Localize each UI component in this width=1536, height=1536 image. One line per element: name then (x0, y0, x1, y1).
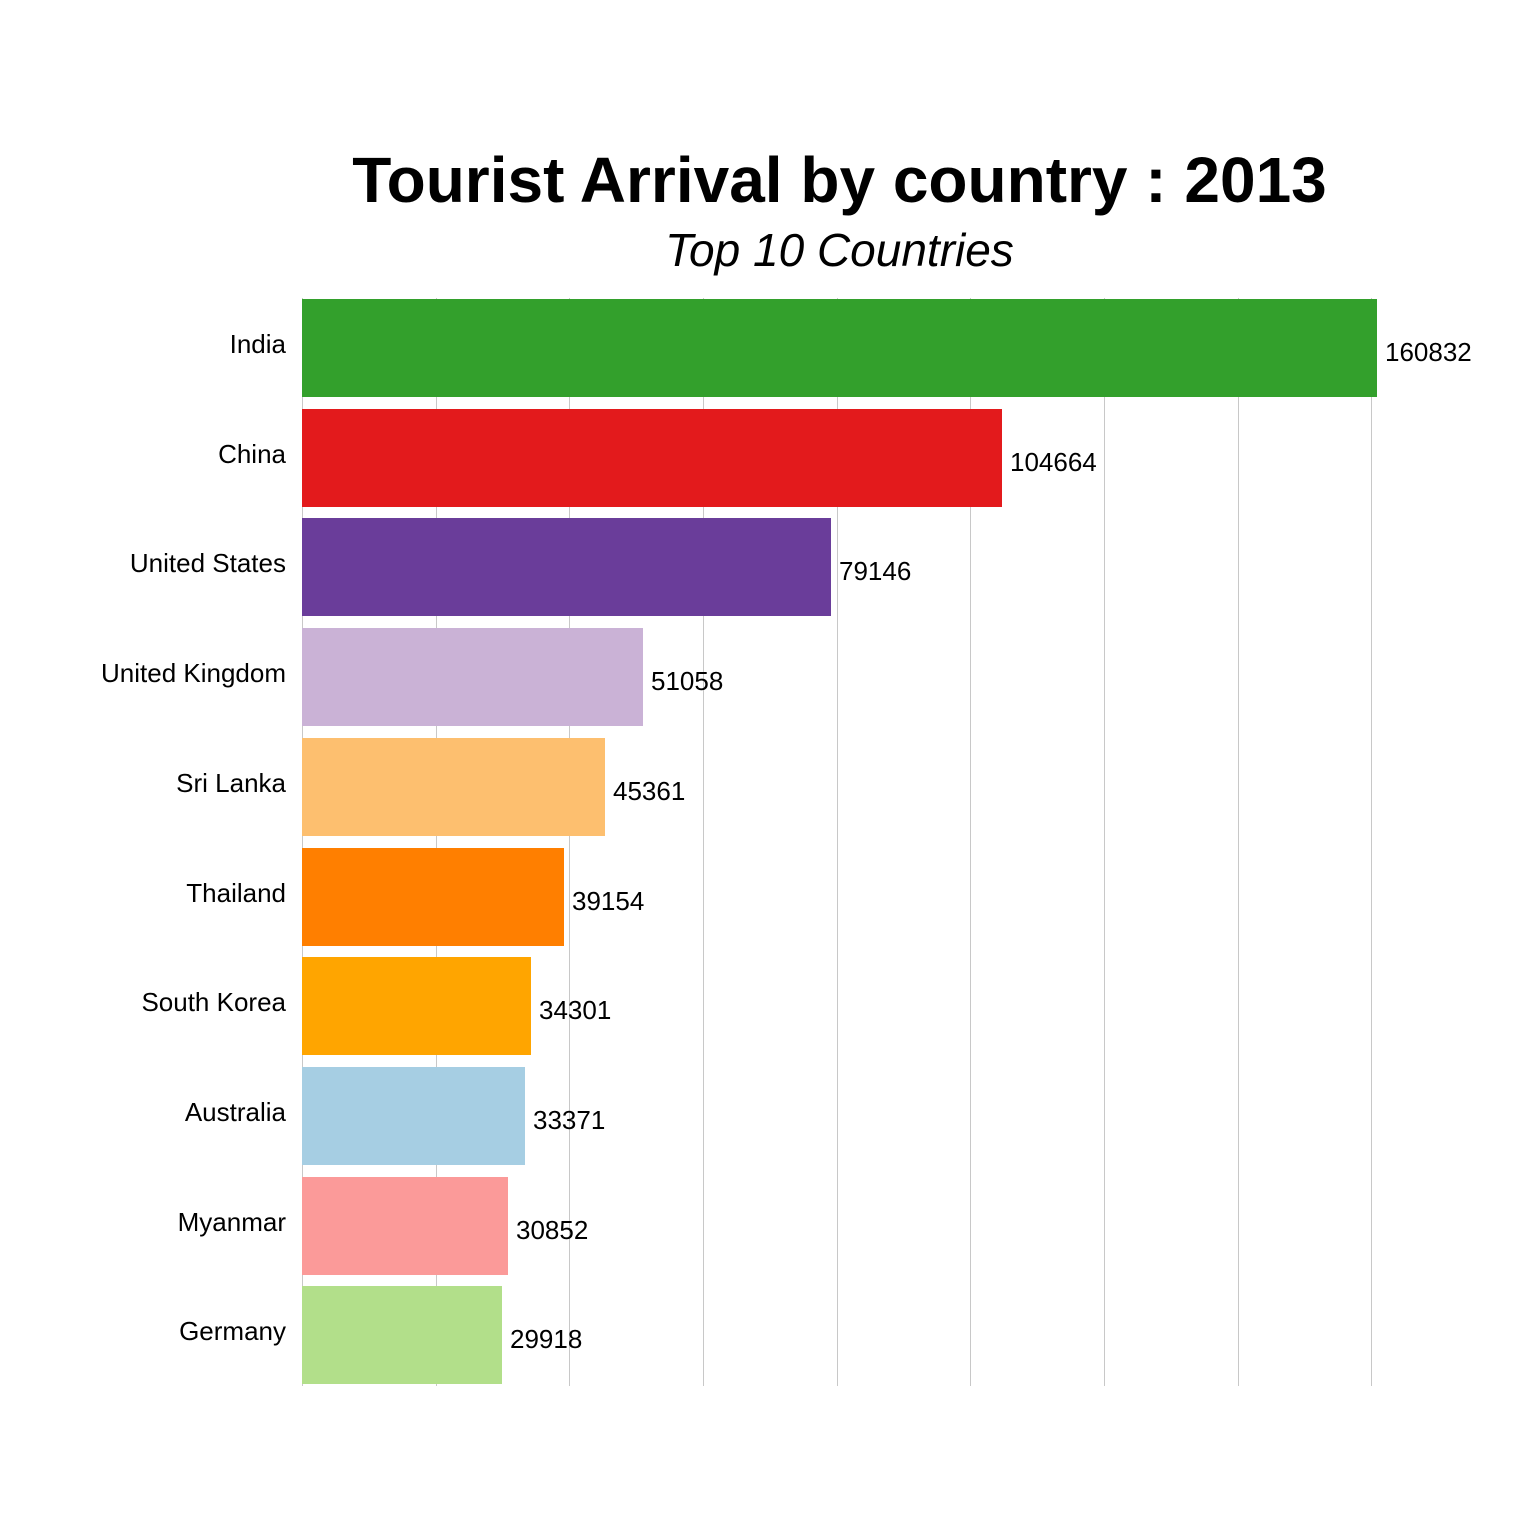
gridline (1104, 298, 1105, 1386)
bar-myanmar (302, 1177, 508, 1275)
gridline (1238, 298, 1239, 1386)
gridline (1371, 298, 1372, 1386)
bar-united-kingdom (302, 628, 643, 726)
data-label: 51058 (651, 666, 724, 696)
category-label: Australia (184, 1097, 286, 1127)
gridline (703, 298, 704, 1386)
data-label: 79146 (839, 556, 912, 586)
data-label: 160832 (1385, 337, 1472, 367)
bar-south-korea (302, 957, 531, 1055)
bar-china (302, 409, 1002, 507)
data-label: 39154 (572, 886, 645, 916)
category-label: India (229, 329, 286, 359)
data-label: 34301 (539, 995, 612, 1025)
bar-thailand (302, 848, 564, 946)
category-label: Sri Lanka (176, 768, 286, 798)
bar-united-states (302, 518, 831, 616)
bar-sri-lanka (302, 738, 605, 836)
gridline (436, 298, 437, 1386)
gridline (837, 298, 838, 1386)
category-label: South Korea (141, 987, 286, 1017)
category-label: United Kingdom (101, 658, 286, 688)
bar-australia (302, 1067, 525, 1165)
bar-germany (302, 1286, 502, 1384)
data-label: 29918 (510, 1324, 583, 1354)
plot-area: 160832 104664 79146 51058 45361 39154 34301 333… (302, 298, 1472, 1386)
gridline (302, 298, 303, 1386)
chart-title: Tourist Arrival by country : 2013 (352, 144, 1327, 216)
category-label: United States (129, 548, 286, 578)
data-label: 45361 (613, 776, 686, 806)
category-label: Myanmar (177, 1207, 286, 1237)
gridline (569, 298, 570, 1386)
data-label: 104664 (1010, 447, 1097, 477)
data-label: 33371 (533, 1105, 606, 1135)
chart-subtitle: Top 10 Countries (665, 224, 1014, 276)
category-label: Germany (179, 1316, 286, 1346)
bar-india (302, 299, 1377, 397)
category-label: China (218, 439, 286, 469)
category-label: Thailand (186, 878, 286, 908)
gridline (970, 298, 971, 1386)
data-label: 30852 (516, 1215, 589, 1245)
